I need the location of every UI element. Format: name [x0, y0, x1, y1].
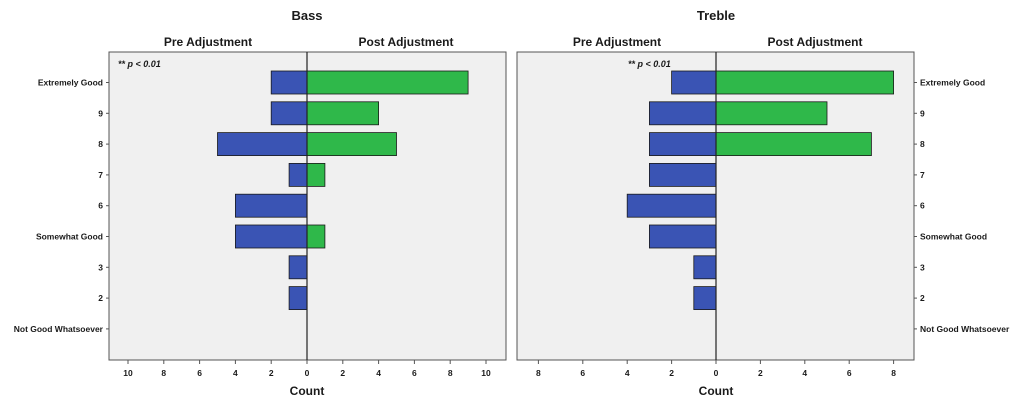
treble-tick-labels: 8 6 4 2 0 2 4 6 8 [536, 360, 896, 378]
treble-pre-label: Pre Adjustment [573, 35, 661, 49]
x-tick-label: 8 [448, 368, 453, 378]
bar-left-treble [649, 162, 717, 187]
category-label: 6 [920, 201, 925, 211]
x-tick-label: 8 [536, 368, 541, 378]
x-tick-label: 4 [376, 368, 381, 378]
bar-left-bass [270, 101, 308, 126]
bass-tick-labels: 10 8 6 4 2 0 2 4 6 8 10 [123, 360, 491, 378]
x-tick-label: 10 [123, 368, 133, 378]
bar-right-bass [306, 132, 397, 157]
x-tick-label: 10 [481, 368, 491, 378]
category-label: 9 [98, 108, 103, 118]
bar-right-bass [306, 101, 379, 126]
category-label: 2 [98, 293, 103, 303]
x-tick-label: 8 [891, 368, 896, 378]
category-label: 6 [98, 201, 103, 211]
bar-left-bass [270, 70, 308, 95]
bar-right-bass [306, 162, 326, 187]
category-label: Somewhat Good [920, 232, 987, 242]
category-label: 7 [920, 170, 925, 180]
category-label: Not Good Whatsoever [920, 324, 1010, 334]
bar-left-treble [693, 286, 717, 311]
x-tick-label: 6 [847, 368, 852, 378]
bar-left-treble [671, 70, 717, 95]
bar-right-bass [306, 70, 469, 95]
category-label: 3 [920, 262, 925, 272]
treble-title: Treble [697, 8, 735, 23]
x-tick-label: 6 [412, 368, 417, 378]
bar-left-bass [288, 286, 308, 311]
bass-significance-note: ** p < 0.01 [118, 59, 161, 69]
category-label: 8 [920, 139, 925, 149]
bar-left-treble [649, 132, 717, 157]
category-label: 8 [98, 139, 103, 149]
bar-left-treble [693, 255, 717, 280]
x-tick-label: 0 [305, 368, 310, 378]
treble-x-axis-title: Count [699, 384, 734, 398]
bar-right-treble [715, 101, 828, 126]
x-tick-label: 4 [233, 368, 238, 378]
x-tick-label: 2 [758, 368, 763, 378]
category-label: 9 [920, 108, 925, 118]
x-tick-label: 6 [197, 368, 202, 378]
bar-left-treble [626, 193, 717, 218]
category-label: 7 [98, 170, 103, 180]
category-label: 2 [920, 293, 925, 303]
bar-left-bass [234, 193, 308, 218]
bar-left-bass [288, 162, 308, 187]
treble-significance-note: ** p < 0.01 [628, 59, 671, 69]
treble-post-label: Post Adjustment [768, 35, 863, 49]
bar-left-bass [234, 224, 308, 249]
category-label: Somewhat Good [36, 232, 103, 242]
x-tick-label: 0 [714, 368, 719, 378]
bar-right-treble [715, 132, 872, 157]
bar-left-treble [649, 224, 717, 249]
x-tick-label: 6 [580, 368, 585, 378]
bass-x-axis-title: Count [290, 384, 325, 398]
x-tick-label: 2 [669, 368, 674, 378]
category-label: Extremely Good [920, 78, 985, 88]
treble-bars [626, 70, 895, 311]
bar-left-treble [649, 101, 717, 126]
x-tick-label: 8 [161, 368, 166, 378]
treble-category-labels: Extremely Good 9 8 7 6 Somewhat Good 3 2 Not Goo… [914, 78, 1010, 334]
x-tick-label: 4 [802, 368, 807, 378]
bass-panel: Bass Pre Adjustment Post Adjustment ** p… [14, 8, 507, 398]
category-label: Extremely Good [38, 78, 103, 88]
bar-left-bass [288, 255, 308, 280]
bar-left-bass [217, 132, 308, 157]
category-label: 3 [98, 262, 103, 272]
bass-category-labels: Extremely Good 9 8 7 6 Somewhat Good 3 2 Not Goo… [14, 78, 109, 334]
x-tick-label: 4 [625, 368, 630, 378]
category-label: Not Good Whatsoever [14, 324, 104, 334]
bar-right-treble [715, 70, 895, 95]
x-tick-label: 2 [340, 368, 345, 378]
bass-post-label: Post Adjustment [359, 35, 454, 49]
bass-pre-label: Pre Adjustment [164, 35, 252, 49]
bass-title: Bass [291, 8, 322, 23]
x-tick-label: 2 [269, 368, 274, 378]
bar-right-bass [306, 224, 326, 249]
treble-panel: Treble Pre Adjustment Post Adjustment **… [516, 8, 1010, 398]
